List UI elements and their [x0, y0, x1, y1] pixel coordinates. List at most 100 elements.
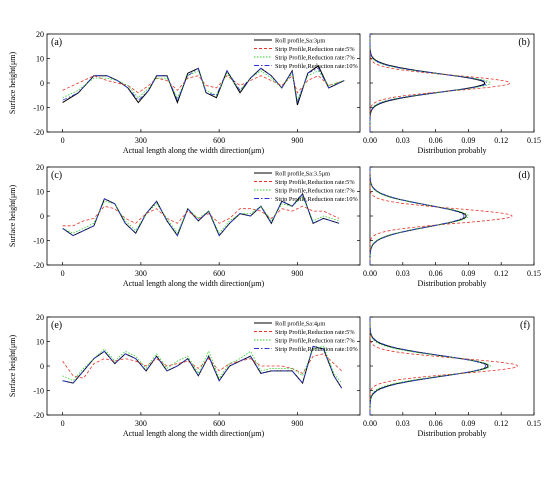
y-tick-label: 0 [40, 362, 44, 371]
distribution-curve-roll [369, 317, 489, 415]
x-axis-label: Distribution probably [417, 146, 486, 155]
panel-label: (b) [518, 37, 530, 48]
distribution-curve-r5 [369, 317, 519, 415]
x-axis-label: Distribution probably [417, 429, 486, 438]
y-tick-label: 10 [36, 338, 44, 347]
plot-frame [369, 166, 535, 266]
x-tick-label: 0.06 [429, 419, 443, 428]
series-line-roll [62, 192, 340, 237]
x-tick-label: 0.00 [363, 419, 377, 428]
series-line-r7 [62, 345, 343, 384]
series-line-r7 [62, 70, 345, 102]
x-tick-label: 0.00 [363, 269, 377, 278]
legend-label: Strip Profile,Reduction rate:5% [275, 179, 355, 186]
x-tick-label: 0.06 [429, 269, 443, 278]
x-tick-label: 600 [213, 136, 225, 145]
distribution-curve-r10 [369, 317, 487, 415]
legend-label: Strip Profile,Reduction rate:5% [275, 329, 355, 336]
series-line-r5 [62, 205, 340, 227]
panel-label: (a) [51, 37, 62, 48]
distribution-curve-r7 [369, 167, 469, 265]
distribution-curve-roll [369, 167, 467, 265]
plot-frame [369, 316, 535, 416]
x-tick-label: 0.03 [396, 136, 410, 145]
series-line-r10 [62, 67, 345, 103]
series-line-r10 [62, 345, 343, 389]
x-tick-label: 300 [135, 269, 147, 278]
x-tick-label: 600 [213, 269, 225, 278]
x-tick-label: 0.12 [494, 419, 508, 428]
y-tick-label: 20 [36, 30, 44, 39]
y-tick-label: -10 [33, 104, 44, 113]
x-tick-label: 0.06 [429, 136, 443, 145]
x-tick-label: 0 [61, 269, 65, 278]
series-line-r5 [62, 353, 342, 379]
distribution-curve-r5 [369, 34, 511, 132]
x-tick-label: 900 [291, 419, 303, 428]
panel-label: (d) [518, 170, 530, 181]
x-tick-label: 0.12 [494, 269, 508, 278]
x-tick-label: 0.09 [461, 419, 475, 428]
y-tick-label: -10 [33, 237, 44, 246]
legend-label: Strip Profile,Reduction rate:10% [275, 196, 358, 203]
y-axis-label: Surface height(μm) [8, 335, 17, 398]
legend-label: Strip Profile,Reduction rate:10% [275, 63, 358, 70]
x-tick-label: 0.15 [527, 269, 541, 278]
x-tick-label: 0.09 [461, 269, 475, 278]
x-tick-label: 300 [135, 136, 147, 145]
y-tick-label: 20 [36, 163, 44, 172]
y-tick-label: 0 [40, 212, 44, 221]
x-axis-label: Actual length along the width direction(… [123, 279, 265, 288]
y-tick-label: -20 [33, 128, 44, 137]
x-tick-label: 0.00 [363, 136, 377, 145]
y-tick-label: -20 [33, 411, 44, 420]
profile-panel-2: -20 -10 0 10 20 0 300 600 900 (e) Actual length al… [8, 313, 361, 438]
y-tick-label: 20 [36, 313, 44, 322]
legend-label: Roll profile,Sa:3.5μm [275, 171, 330, 178]
distribution-curve-r10 [369, 34, 488, 132]
distribution-curve-r7 [369, 34, 491, 132]
y-tick-label: 0 [40, 79, 44, 88]
distribution-panel-0: 0.00 0.03 0.06 0.09 0.12 0.15 (b) Distribution … [363, 33, 541, 155]
x-axis-label: Actual length along the width direction(… [123, 429, 265, 438]
y-tick-label: 10 [36, 188, 44, 197]
x-tick-label: 0.15 [527, 419, 541, 428]
x-axis-label: Actual length along the width direction(… [123, 146, 265, 155]
panel-label: (f) [520, 320, 530, 331]
x-tick-label: 0.03 [396, 269, 410, 278]
legend-label: Strip Profile,Reduction rate:5% [275, 46, 355, 53]
distribution-curve-r10 [369, 167, 465, 265]
legend-label: Strip Profile,Reduction rate:7% [275, 338, 355, 345]
distribution-panel-2: 0.00 0.03 0.06 0.09 0.12 0.15 (f) Distribution … [363, 316, 541, 438]
x-tick-label: 900 [291, 136, 303, 145]
x-tick-label: 0 [61, 136, 65, 145]
series-line-r5 [62, 74, 345, 94]
y-axis-label: Surface height(μm) [8, 185, 17, 248]
x-tick-label: 600 [213, 419, 225, 428]
x-axis-label: Distribution probably [417, 279, 486, 288]
y-tick-label: -20 [33, 261, 44, 270]
x-tick-label: 0.09 [461, 136, 475, 145]
y-axis-label: Surface height(μm) [8, 52, 17, 115]
legend-label: Roll profile,Sa:4μm [275, 321, 325, 328]
x-tick-label: 0.15 [527, 136, 541, 145]
profile-panel-1: -20 -10 0 10 20 0 300 600 900 (c) Actual length al… [8, 163, 361, 288]
x-tick-label: 0.03 [396, 419, 410, 428]
panel-label: (c) [51, 170, 62, 181]
profile-panel-0: -20 -10 0 10 20 0 300 600 900 (a) Actual length al… [8, 30, 361, 155]
series-line-roll [62, 65, 345, 106]
legend-label: Strip Profile,Reduction rate:10% [275, 346, 358, 353]
legend-label: Strip Profile,Reduction rate:7% [275, 55, 355, 62]
distribution-curve-roll [369, 34, 486, 132]
x-tick-label: 300 [135, 419, 147, 428]
x-tick-label: 900 [291, 269, 303, 278]
y-tick-label: 10 [36, 55, 44, 64]
legend-label: Roll profile,Sa:3μm [275, 38, 325, 45]
panel-label: (e) [51, 320, 62, 331]
legend-label: Strip Profile,Reduction rate:7% [275, 188, 355, 195]
x-tick-label: 0.12 [494, 136, 508, 145]
distribution-curve-r7 [369, 317, 491, 415]
y-tick-label: -10 [33, 387, 44, 396]
distribution-panel-1: 0.00 0.03 0.06 0.09 0.12 0.15 (d) Distribution … [363, 166, 541, 288]
